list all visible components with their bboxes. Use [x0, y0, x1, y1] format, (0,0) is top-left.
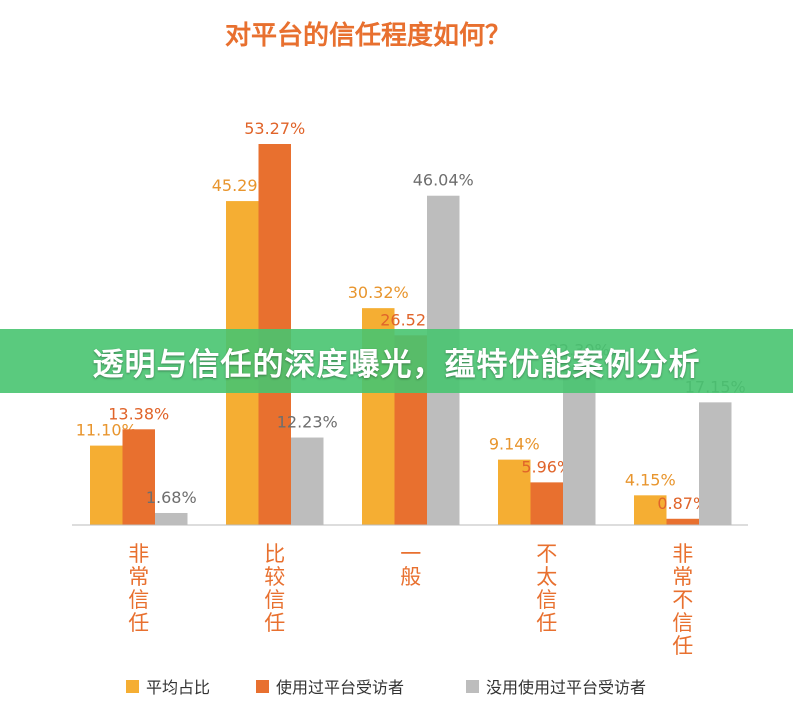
- bar-4-series-1: [498, 459, 531, 525]
- category-label-5-char-3: 不: [672, 588, 693, 612]
- bar-5-series-3: [699, 402, 732, 525]
- chart-title: 对平台的信任程度如何？: [225, 20, 511, 51]
- data-label-1-1: 11.10%: [76, 421, 137, 440]
- legend-swatch-3: [466, 680, 479, 693]
- legend-label-3: 没用使用过平台受访者: [486, 678, 646, 697]
- data-label-3-3: 46.04%: [413, 171, 474, 190]
- category-label-5-char-5: 任: [672, 634, 693, 658]
- data-label-2-3: 12.23%: [277, 413, 338, 432]
- bar-2-series-3: [291, 437, 324, 525]
- bar-4-series-2: [530, 482, 563, 525]
- data-label-4-2: 5.96%: [521, 457, 572, 476]
- bar-5-series-2: [666, 518, 699, 525]
- category-label-1-char-2: 常: [128, 565, 149, 589]
- legend-swatch-1: [126, 680, 139, 693]
- category-label-5-char-2: 常: [672, 565, 693, 589]
- legend-swatch-2: [256, 680, 269, 693]
- bar-1-series-1: [90, 445, 123, 525]
- data-label-4-1: 9.14%: [489, 435, 540, 454]
- data-label-1-2: 13.38%: [108, 404, 169, 423]
- data-label-5-1: 4.15%: [625, 470, 676, 489]
- category-label-1-char-4: 任: [128, 611, 149, 635]
- category-label-4-char-4: 任: [536, 611, 557, 635]
- category-label-3-char-2: 般: [400, 565, 421, 589]
- data-label-5-2: 0.87%: [657, 494, 708, 513]
- category-label-1-char-3: 信: [128, 588, 149, 612]
- category-label-1-char-1: 非: [128, 542, 149, 566]
- category-label-5-char-1: 非: [672, 542, 693, 566]
- data-label-1-3: 1.68%: [146, 488, 197, 507]
- legend-label-2: 使用过平台受访者: [276, 678, 404, 697]
- legend-label-1: 平均占比: [146, 678, 210, 697]
- data-label-3-1: 30.32%: [348, 283, 409, 302]
- bars-layer: 11.10%13.38% 1.68% 45.29% 53.27% 12.23% 30.32…: [76, 119, 746, 526]
- bar-1-series-3: [155, 512, 188, 525]
- category-label-4-char-1: 不: [536, 542, 557, 566]
- category-label-4-char-3: 信: [536, 588, 557, 612]
- category-label-4-char-2: 太: [536, 565, 557, 589]
- category-label-2-char-2: 较: [264, 565, 285, 589]
- category-label-3-char-1: 一: [400, 542, 421, 566]
- data-label-2-1: 45.29%: [212, 176, 273, 195]
- category-label-5-char-4: 信: [672, 611, 693, 635]
- category-label-2-char-1: 比: [264, 542, 285, 566]
- overlay-banner: 透明与信任的深度曝光，蕴特优能案例分析: [0, 329, 793, 393]
- legend: 平均占比 使用过平台受访者 没用使用过平台受访者: [126, 678, 646, 697]
- bar-1-series-2: [122, 429, 155, 525]
- bar-5-series-1: [634, 495, 667, 525]
- data-label-3-2: 26.52%: [380, 310, 441, 329]
- category-label-2-char-3: 信: [264, 588, 285, 612]
- category-label-2-char-4: 任: [264, 611, 285, 635]
- banner-text: 透明与信任的深度曝光，蕴特优能案例分析: [92, 346, 701, 383]
- data-label-2-2: 53.27%: [244, 119, 305, 138]
